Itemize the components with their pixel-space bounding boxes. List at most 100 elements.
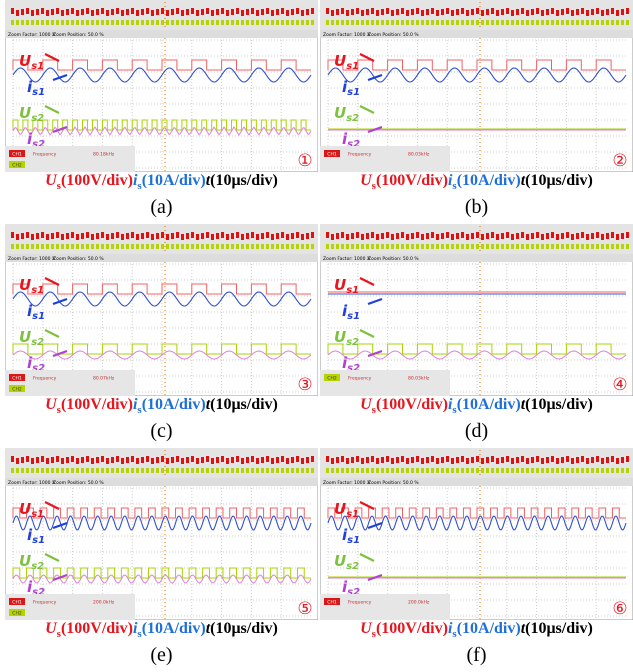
channel-label: CH1	[12, 152, 22, 158]
overview-red	[236, 8, 239, 14]
overview-red	[526, 10, 529, 16]
overview-red	[136, 10, 139, 16]
overview-yellow	[41, 20, 44, 25]
overview-yellow	[471, 244, 474, 249]
overview-yellow	[71, 468, 74, 473]
overview-yellow	[146, 244, 149, 249]
caption-t-scale: (10μs/div)	[525, 396, 593, 413]
overview-red	[356, 232, 359, 238]
overview-red	[536, 456, 539, 462]
caption-u: U	[45, 172, 57, 189]
overview-yellow	[91, 20, 94, 25]
overview-red	[326, 456, 329, 462]
overview-red	[381, 457, 384, 463]
overview-yellow	[166, 244, 169, 249]
overview-yellow	[226, 244, 229, 249]
overview-red	[61, 234, 64, 240]
overview-yellow	[116, 468, 119, 473]
overview-yellow	[441, 20, 444, 25]
caption-u: U	[360, 396, 372, 413]
overview-yellow	[286, 468, 289, 473]
overview-yellow	[101, 468, 104, 473]
overview-red	[71, 8, 74, 14]
overview-yellow	[121, 20, 124, 25]
overview-red	[21, 457, 24, 463]
trace-subscript: s1	[32, 311, 45, 322]
measure-name: Frequency	[348, 376, 372, 382]
overview-red	[346, 458, 349, 464]
overview-red	[441, 457, 444, 463]
overview-red	[556, 458, 559, 464]
overview-red	[436, 10, 439, 16]
trace-subscript: s1	[346, 509, 359, 520]
overview-red	[551, 8, 554, 14]
overview-yellow	[396, 244, 399, 249]
overview-yellow	[286, 244, 289, 249]
overview-yellow	[96, 20, 99, 25]
panel-label: (a)	[5, 196, 318, 219]
overview-red	[221, 456, 224, 462]
overview-red	[306, 233, 309, 239]
overview-yellow	[301, 244, 304, 249]
overview-red	[231, 233, 234, 239]
overview-red	[311, 8, 314, 14]
zoom-position: Zoom Position: 50.0 %	[368, 32, 419, 38]
overview-yellow	[196, 468, 199, 473]
overview-yellow	[466, 20, 469, 25]
overview-yellow	[91, 244, 94, 249]
overview-red	[271, 10, 274, 16]
overview-red	[86, 456, 89, 462]
overview-yellow	[256, 468, 259, 473]
overview-yellow	[101, 20, 104, 25]
overview-red	[466, 10, 469, 16]
overview-red	[311, 232, 314, 238]
overview-yellow	[566, 468, 569, 473]
overview-yellow	[141, 244, 144, 249]
channel-label: CH1	[12, 376, 22, 382]
overview-red	[56, 456, 59, 462]
overview-red	[66, 457, 69, 463]
overview-red	[201, 233, 204, 239]
overview-red	[146, 8, 149, 14]
overview-red	[586, 10, 589, 16]
overview-red	[361, 234, 364, 240]
overview-yellow	[421, 20, 424, 25]
overview-red	[126, 233, 129, 239]
overview-red	[171, 457, 174, 463]
caption-i-scale: (10A/div)	[142, 172, 206, 189]
overview-red	[501, 233, 504, 239]
measure-box	[320, 370, 450, 396]
overview-yellow	[546, 244, 549, 249]
overview-yellow	[391, 244, 394, 249]
overview-red	[466, 458, 469, 464]
overview-yellow	[556, 468, 559, 473]
overview-yellow	[456, 468, 459, 473]
overview-red	[426, 457, 429, 463]
overview-red	[51, 457, 54, 463]
overview-yellow	[121, 468, 124, 473]
trace-symbol: U	[334, 52, 346, 70]
measure-value: 200.0kHz	[93, 600, 115, 606]
overview-yellow	[491, 20, 494, 25]
overview-red	[166, 10, 169, 16]
overview-yellow	[21, 468, 24, 473]
zoom-factor: Zoom Factor: 1000 X	[8, 256, 55, 262]
overview-yellow	[71, 244, 74, 249]
overview-yellow	[381, 20, 384, 25]
overview-red	[446, 232, 449, 238]
overview-red	[171, 9, 174, 15]
overview-yellow	[396, 468, 399, 473]
overview-yellow	[61, 20, 64, 25]
overview-red	[106, 234, 109, 240]
overview-red	[401, 8, 404, 14]
overview-red	[166, 234, 169, 240]
overview-yellow	[181, 468, 184, 473]
overview-red	[496, 458, 499, 464]
overview-yellow	[611, 244, 614, 249]
overview-yellow	[241, 20, 244, 25]
overview-red	[231, 9, 234, 15]
overview-yellow	[176, 20, 179, 25]
overview-yellow	[596, 244, 599, 249]
overview-yellow	[116, 244, 119, 249]
overview-red	[456, 9, 459, 15]
